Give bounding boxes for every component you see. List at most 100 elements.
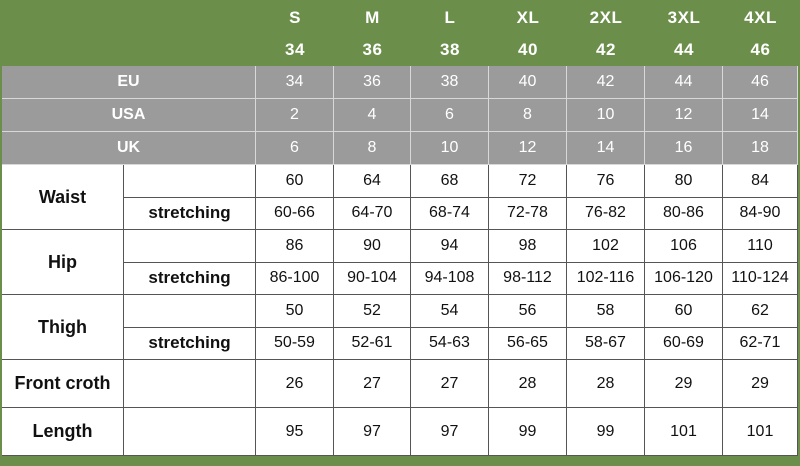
measure-value: 28 <box>567 360 645 408</box>
measure-value: 110 <box>723 230 798 263</box>
stretch-value: 56-65 <box>489 327 567 360</box>
region-value: 10 <box>411 132 489 165</box>
measure-value: 90 <box>334 230 411 263</box>
measure-value: 60 <box>256 165 334 198</box>
stretch-value: 90-104 <box>334 262 411 295</box>
measure-value: 26 <box>256 360 334 408</box>
stretch-value: 60-69 <box>645 327 723 360</box>
stretch-value: 80-86 <box>645 197 723 230</box>
measure-value: 98 <box>489 230 567 263</box>
measure-value: 60 <box>645 295 723 328</box>
stretch-value: 98-112 <box>489 262 567 295</box>
measure-value: 95 <box>256 408 334 456</box>
region-value: 10 <box>567 99 645 132</box>
stretch-value: 94-108 <box>411 262 489 295</box>
measure-value: 29 <box>645 360 723 408</box>
measure-value: 28 <box>489 360 567 408</box>
measure-value: 80 <box>645 165 723 198</box>
empty-cell <box>124 408 256 456</box>
measure-value: 62 <box>723 295 798 328</box>
region-value: 36 <box>334 66 411 99</box>
region-value: 18 <box>723 132 798 165</box>
stretch-value: 86-100 <box>256 262 334 295</box>
measure-value: 97 <box>411 408 489 456</box>
region-value: 12 <box>489 132 567 165</box>
measure-value: 94 <box>411 230 489 263</box>
stretch-value: 106-120 <box>645 262 723 295</box>
stretch-value: 64-70 <box>334 197 411 230</box>
size-number: 40 <box>518 40 538 59</box>
stretch-value: 50-59 <box>256 327 334 360</box>
region-label: UK <box>2 132 256 165</box>
sub-label: stretching <box>124 262 256 295</box>
sub-label: stretching <box>124 327 256 360</box>
size-name: 4XL <box>744 8 777 27</box>
stretch-value: 68-74 <box>411 197 489 230</box>
measure-value: 102 <box>567 230 645 263</box>
empty-cell <box>124 295 256 328</box>
region-value: 14 <box>723 99 798 132</box>
size-name: S <box>289 8 301 27</box>
stretch-value: 84-90 <box>723 197 798 230</box>
measure-value: 52 <box>334 295 411 328</box>
stretch-value: 58-67 <box>567 327 645 360</box>
sub-label: stretching <box>124 197 256 230</box>
size-name: XL <box>516 8 540 27</box>
measure-label: Length <box>2 408 124 456</box>
region-value: 8 <box>489 99 567 132</box>
measure-label: Front croth <box>2 360 124 408</box>
stretch-value: 72-78 <box>489 197 567 230</box>
measure-value: 50 <box>256 295 334 328</box>
size-name: L <box>444 8 456 27</box>
measure-value: 27 <box>411 360 489 408</box>
region-value: 6 <box>411 99 489 132</box>
size-number: 44 <box>674 40 694 59</box>
region-value: 42 <box>567 66 645 99</box>
measure-value: 29 <box>723 360 798 408</box>
measure-value: 64 <box>334 165 411 198</box>
region-value: 40 <box>489 66 567 99</box>
stretch-value: 60-66 <box>256 197 334 230</box>
measure-value: 101 <box>645 408 723 456</box>
size-number: 34 <box>285 40 305 59</box>
measure-value: 58 <box>567 295 645 328</box>
measure-value: 97 <box>334 408 411 456</box>
region-label: USA <box>2 99 256 132</box>
stretch-value: 102-116 <box>567 262 645 295</box>
region-value: 8 <box>334 132 411 165</box>
measure-value: 86 <box>256 230 334 263</box>
stretch-value: 76-82 <box>567 197 645 230</box>
measure-label: Hip <box>2 230 124 295</box>
region-value: 6 <box>256 132 334 165</box>
region-value: 44 <box>645 66 723 99</box>
measure-value: 106 <box>645 230 723 263</box>
measure-value: 76 <box>567 165 645 198</box>
region-label: EU <box>2 66 256 99</box>
region-value: 2 <box>256 99 334 132</box>
size-name: 3XL <box>667 8 701 27</box>
measure-value: 54 <box>411 295 489 328</box>
region-value: 34 <box>256 66 334 99</box>
empty-cell <box>124 165 256 198</box>
region-value: 46 <box>723 66 798 99</box>
region-value: 14 <box>567 132 645 165</box>
measure-value: 72 <box>489 165 567 198</box>
measure-value: 101 <box>723 408 798 456</box>
size-number: 38 <box>440 40 460 59</box>
empty-cell <box>124 230 256 263</box>
stretch-value: 62-71 <box>723 327 798 360</box>
stretch-value: 52-61 <box>334 327 411 360</box>
region-value: 12 <box>645 99 723 132</box>
measure-value: 68 <box>411 165 489 198</box>
region-value: 16 <box>645 132 723 165</box>
region-value: 38 <box>411 66 489 99</box>
measure-value: 99 <box>567 408 645 456</box>
size-name: M <box>365 8 380 27</box>
measure-value: 99 <box>489 408 567 456</box>
size-name: 2XL <box>589 8 623 27</box>
size-number: 42 <box>596 40 616 59</box>
size-number: 36 <box>362 40 383 59</box>
measure-value: 27 <box>334 360 411 408</box>
size-number: 46 <box>750 40 771 59</box>
